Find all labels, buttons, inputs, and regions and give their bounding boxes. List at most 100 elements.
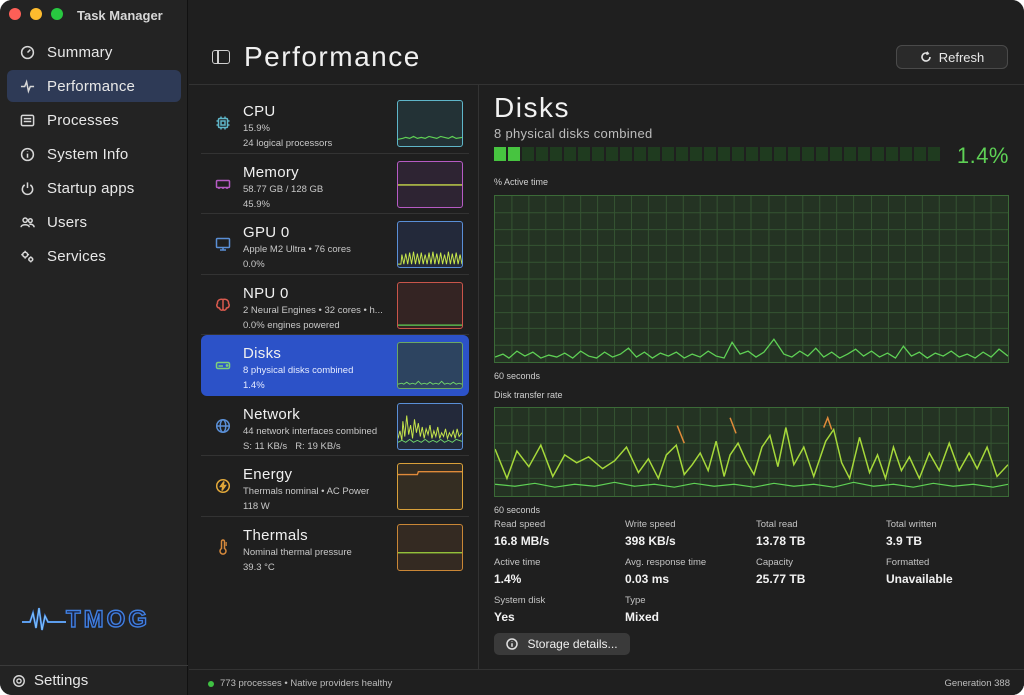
sidebar-item-label: Performance (47, 77, 136, 95)
memory-icon (215, 176, 231, 192)
thermometer-icon (215, 538, 231, 555)
device-detail: 0.0% engines powered (243, 319, 340, 331)
device-name: Thermals (243, 526, 308, 544)
list-icon (19, 112, 35, 128)
device-item-network[interactable]: Network 44 network interfaces combined S… (201, 396, 469, 456)
device-item-npu[interactable]: NPU 0 2 Neural Engines • 32 cores • h...… (201, 275, 469, 335)
power-icon (19, 180, 35, 196)
device-detail: 2 Neural Engines • 32 cores • h... (243, 304, 383, 316)
meter-segment (774, 147, 786, 161)
stat-label: Read speed (494, 519, 546, 530)
gear-icon (13, 674, 25, 687)
stat-label: Type (625, 595, 646, 606)
sidebar-item-startup-apps[interactable]: Startup apps (7, 172, 181, 204)
device-item-cpu[interactable]: CPU 15.9% 24 logical processors (201, 93, 469, 154)
stat-label: Avg. response time (625, 557, 707, 568)
refresh-label: Refresh (938, 49, 985, 65)
bolt-icon (215, 478, 231, 494)
stat-capacity: Capacity 25.77 TB (756, 557, 886, 586)
sidebar-item-label: Users (47, 213, 88, 231)
tmog-logo: TMOG (22, 604, 172, 634)
settings-button[interactable]: Settings (0, 665, 188, 695)
meter-segment (634, 147, 646, 161)
meter-segment (690, 147, 702, 161)
stat-value: 13.78 TB (756, 534, 806, 548)
meter-segment (760, 147, 772, 161)
close-button[interactable] (9, 8, 21, 20)
meter-segment (648, 147, 660, 161)
active-time-span: 60 seconds (494, 371, 541, 381)
pulse-icon (19, 78, 35, 94)
stat-total-read: Total read 13.78 TB (756, 519, 886, 548)
disk-icon (215, 357, 231, 373)
stat-active-time: Active time 1.4% (494, 557, 624, 586)
stat-label: System disk (494, 595, 546, 606)
stat-value: 0.03 ms (625, 572, 670, 586)
device-item-gpu[interactable]: GPU 0 Apple M2 Ultra • 76 cores 0.0% (201, 214, 469, 275)
device-name: Memory (243, 163, 299, 181)
device-item-thermals[interactable]: Thermals Nominal thermal pressure 39.3 °… (201, 517, 469, 578)
meter-segment (886, 147, 898, 161)
zoom-button[interactable] (51, 8, 63, 20)
refresh-icon (920, 51, 931, 62)
meter-segment (704, 147, 716, 161)
stat-value: 1.4% (494, 572, 522, 586)
stat-value: Unavailable (886, 572, 953, 586)
info-icon (506, 638, 519, 650)
device-item-memory[interactable]: Memory 58.77 GB / 128 GB 45.9% (201, 154, 469, 214)
sidebar-toggle-icon[interactable] (212, 50, 230, 64)
sidebar-item-services[interactable]: Services (7, 240, 181, 272)
storage-details-button[interactable]: Storage details... (494, 633, 630, 655)
active-time-label: % Active time (494, 177, 549, 187)
meter-segment (564, 147, 576, 161)
meter-segment (676, 147, 688, 161)
window-controls (9, 8, 63, 20)
meter-segment (550, 147, 562, 161)
cpu-sparkline (397, 100, 463, 147)
logo-text: TMOG (65, 605, 150, 633)
device-detail: 58.77 GB / 128 GB (243, 183, 324, 195)
meter-segment (522, 147, 534, 161)
stat-type: Type Mixed (625, 595, 755, 624)
send-rate: S: 11 KB/s (243, 440, 288, 452)
meter-segment (872, 147, 884, 161)
device-detail: 15.9% (243, 123, 270, 134)
sidebar-item-label: Processes (47, 111, 119, 129)
stat-system-disk: System disk Yes (494, 595, 624, 624)
meter-segment (718, 147, 730, 161)
stat-value: Yes (494, 610, 515, 624)
meter-segment (830, 147, 842, 161)
sidebar-item-summary[interactable]: Summary (7, 36, 181, 68)
minimize-button[interactable] (30, 8, 42, 20)
sidebar-item-performance[interactable]: Performance (7, 70, 181, 102)
sidebar-item-processes[interactable]: Processes (7, 104, 181, 136)
generation-counter: Generation 388 (944, 678, 1011, 689)
cpu-icon (215, 115, 231, 131)
stat-value: 398 KB/s (625, 534, 676, 548)
meter-segment (536, 147, 548, 161)
device-detail: 8 physical disks combined (243, 365, 354, 376)
meter-segment (928, 147, 940, 161)
transfer-rate-label: Disk transfer rate (494, 390, 563, 400)
device-detail: 45.9% (243, 198, 270, 210)
device-item-disks[interactable]: Disks 8 physical disks combined 1.4% (201, 335, 469, 396)
gears-icon (19, 248, 35, 264)
sidebar-item-users[interactable]: Users (7, 206, 181, 238)
meter-segment (816, 147, 828, 161)
stat-label: Capacity (756, 557, 793, 568)
column-divider (478, 85, 479, 669)
detail-percent: 1.4% (956, 143, 1009, 168)
stat-read-speed: Read speed 16.8 MB/s (494, 519, 624, 548)
meter-segment (746, 147, 758, 161)
transfer-rate-chart (494, 407, 1009, 497)
status-dot-icon (208, 681, 214, 687)
npu-sparkline (397, 281, 463, 329)
detail-subtitle: 8 physical disks combined (494, 126, 653, 141)
refresh-button[interactable]: Refresh (896, 45, 1008, 69)
network-sparkline (397, 402, 463, 450)
disks-sparkline (397, 342, 463, 389)
device-item-energy[interactable]: Energy Thermals nominal • AC Power 118 W (201, 456, 469, 517)
sidebar-item-system-info[interactable]: System Info (7, 138, 181, 170)
usage-meter (494, 147, 940, 161)
globe-icon (215, 418, 231, 434)
